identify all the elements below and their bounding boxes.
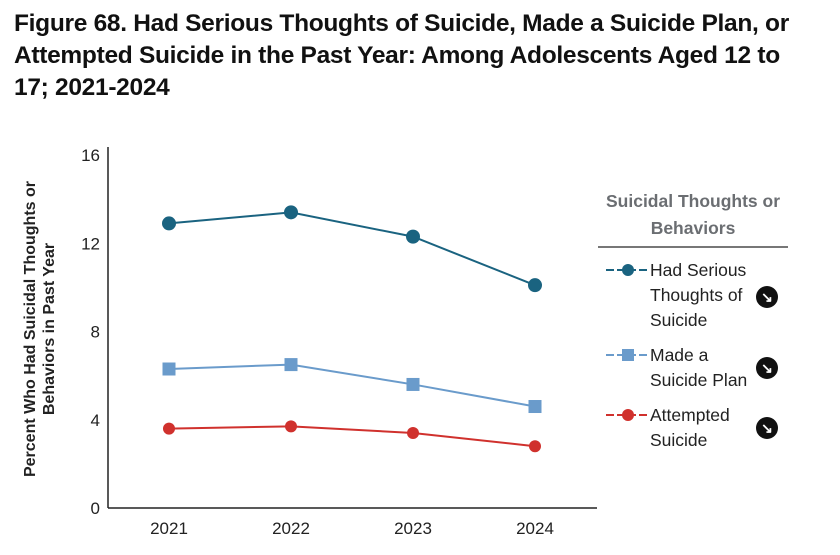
x-tick-label: 2023 [394, 519, 432, 538]
data-point [528, 400, 542, 414]
y-tick-label: 0 [91, 499, 100, 518]
data-point [285, 420, 297, 433]
legend-label: Made a Suicide Plan [650, 345, 748, 390]
data-point [163, 422, 175, 435]
data-point [406, 377, 420, 391]
data-point [162, 216, 176, 231]
data-point [528, 278, 542, 293]
legend-title: Suicidal Thoughts or Behaviors [598, 188, 788, 248]
series-line [168, 363, 536, 408]
data-point [529, 440, 541, 453]
chart-title: Figure 68. Had Serious Thoughts of Suici… [14, 10, 789, 101]
down-arrow-circle-icon: ↘ [756, 286, 778, 308]
legend-item-thoughts: Had Serious Thoughts of Suicide ↘ [598, 258, 788, 333]
y-tick-label: 12 [81, 234, 100, 253]
legend-item-attempt: Attempted Suicide ↘ [598, 403, 788, 453]
legend-item-plan: Made a Suicide Plan ↘ [598, 343, 788, 393]
x-tick-label: 2022 [272, 519, 310, 538]
y-tick-label: 16 [81, 146, 100, 165]
data-point [162, 362, 176, 376]
legend-marker-octagon [606, 409, 650, 421]
plot-area: 0 4 8 12 16 2021 2022 2023 2024 [81, 146, 597, 538]
series-line [168, 425, 536, 448]
legend-label: Attempted Suicide [650, 405, 730, 450]
legend-marker-square [606, 349, 650, 361]
series-line [168, 211, 536, 287]
data-point [406, 229, 420, 244]
data-point [407, 426, 419, 439]
data-point [284, 205, 298, 220]
x-tick-label: 2021 [150, 519, 188, 538]
y-tick-label: 8 [91, 323, 100, 342]
x-tick-label: 2024 [516, 519, 554, 538]
legend: Suicidal Thoughts or Behaviors Had Serio… [598, 188, 788, 453]
data-point [284, 358, 298, 372]
down-arrow-circle-icon: ↘ [756, 417, 778, 439]
legend-label: Had Serious Thoughts of Suicide [650, 260, 747, 330]
y-tick-label: 4 [91, 411, 100, 430]
down-arrow-circle-icon: ↘ [756, 357, 778, 379]
legend-marker-circle [606, 264, 650, 276]
